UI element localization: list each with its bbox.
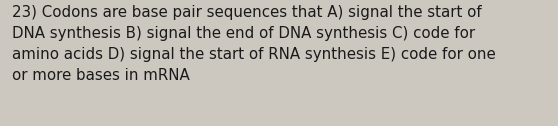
Text: 23) Codons are base pair sequences that A) signal the start of
DNA synthesis B) : 23) Codons are base pair sequences that … [12,5,496,83]
